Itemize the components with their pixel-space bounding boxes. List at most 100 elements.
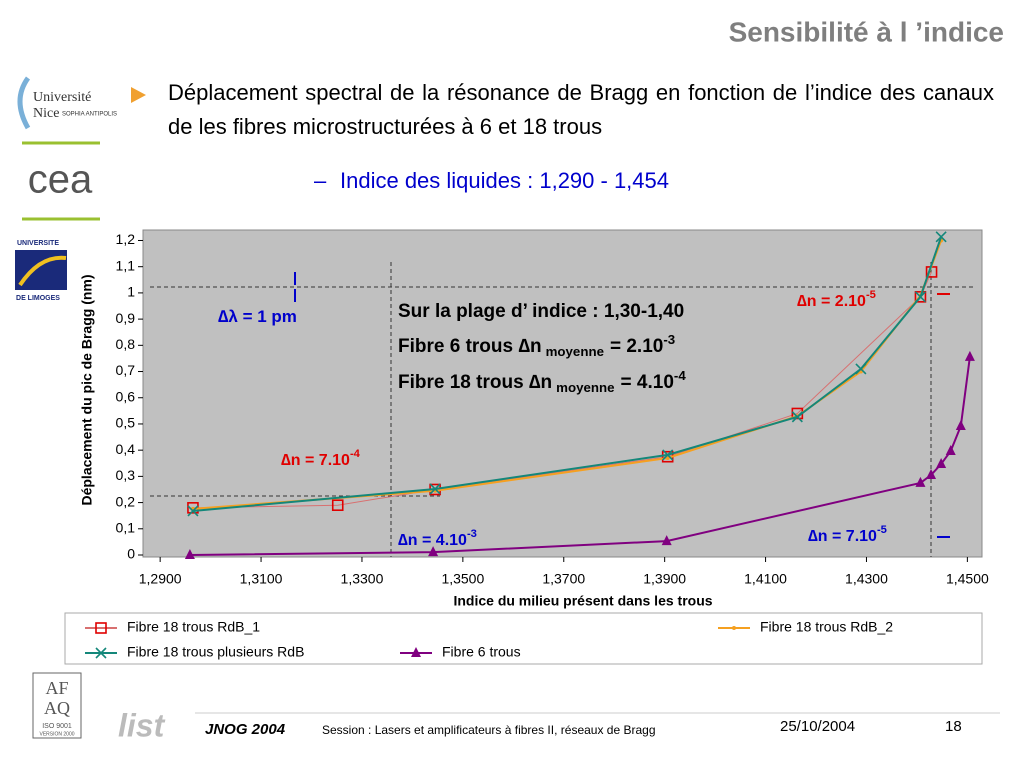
annotation-sup: -5 (866, 289, 876, 301)
marker (661, 535, 672, 546)
marker (936, 458, 947, 469)
y-tick-label: 1,1 (116, 257, 136, 273)
logo-shape (18, 255, 67, 287)
marker (935, 231, 947, 243)
logo-shape (17, 76, 31, 130)
marker (187, 505, 199, 517)
annotation-text: Sur la plage d’ indice : 1,30-1,40 (398, 301, 684, 322)
x-tick-label: 1,3100 (240, 571, 283, 587)
marker (791, 411, 803, 423)
footer-event: JNOG 2004 (205, 721, 286, 738)
logo-text: ISO 9001 (42, 723, 72, 730)
annotation-text: Fibre 6 trous ∆n (398, 336, 542, 357)
annotation-sup: -3 (663, 332, 675, 347)
annotation: Fibre 6 trous ∆n moyenne = 2.10-3 (398, 332, 675, 359)
x-tick-label: 1,2900 (139, 571, 182, 587)
logo-text: UNIVERSITE (17, 240, 59, 247)
marker (955, 420, 966, 431)
annotation-text: = 2.10 (610, 336, 663, 357)
logo-text: Université (33, 90, 91, 105)
bullet-text: Déplacement spectral de la résonance de … (168, 80, 994, 139)
y-tick-label: 0,4 (116, 441, 136, 457)
annotation-text: ∆n = 7.10 (281, 452, 350, 469)
y-tick-label: 0,8 (116, 336, 136, 352)
marker (184, 549, 195, 559)
logo-shape (32, 672, 82, 739)
marker (855, 363, 867, 375)
y-tick-label: 0 (127, 546, 135, 562)
sub-bullet-dash: – (314, 168, 327, 193)
annotation-sup: -5 (877, 524, 887, 536)
legend-marker (411, 647, 421, 657)
legend-symbol (411, 647, 421, 657)
y-tick-label: 0,2 (116, 493, 136, 509)
annotation-sup: -4 (674, 368, 686, 383)
legend-marker (95, 647, 107, 659)
logo-text: VERSION 2000 (39, 731, 74, 737)
y-axis-title: Déplacement du pic de Bragg (nm) (79, 274, 95, 505)
annotation: Fibre 18 trous ∆n moyenne = 4.10-4 (398, 368, 686, 395)
annotation-text: = 4.10 (621, 372, 674, 393)
footer-session: Session : Lasers et amplificateurs à fib… (322, 723, 656, 737)
marker (915, 476, 926, 487)
legend-label: Fibre 18 trous plusieurs RdB (127, 644, 304, 660)
marker (945, 444, 956, 455)
marker (662, 449, 674, 461)
logo-text: SOPHIA ANTIPOLIS (62, 112, 117, 118)
logo-text: list (118, 707, 166, 743)
annotation-sub: moyenne (546, 344, 604, 359)
y-tick-label: 0,5 (116, 415, 136, 431)
annotation: ∆n = 2.10-5 (797, 289, 876, 310)
footer-date: 25/10/2004 (780, 718, 855, 735)
annotation: ∆n = 7.10-4 (281, 448, 361, 469)
sub-bullet: Indice des liquides : 1,290 - 1,454 (340, 168, 669, 193)
marker (964, 350, 975, 361)
marker (914, 291, 927, 303)
legend-marker (732, 626, 736, 630)
y-tick-label: 1 (127, 284, 135, 300)
y-tick-label: 0,1 (116, 519, 136, 535)
x-tick-label: 1,4500 (946, 571, 989, 587)
legend-label: Fibre 18 trous RdB_1 (127, 619, 260, 635)
marker (428, 546, 439, 557)
y-tick-label: 0,6 (116, 388, 136, 404)
annotation-text: ∆n = 7.10 (808, 528, 877, 545)
legend-symbol (95, 622, 107, 634)
marker (429, 483, 441, 495)
logo-text: AF (45, 678, 68, 698)
marker (914, 291, 927, 303)
annotation-text: Fibre 18 trous ∆n (398, 372, 552, 393)
marker (926, 469, 937, 480)
annotation-text: ∆n = 4.10 (398, 532, 467, 549)
y-tick-label: 0,3 (116, 467, 136, 483)
x-tick-label: 1,3300 (341, 571, 384, 587)
annotation: ∆λ = 1 pm (218, 307, 297, 326)
logo-text: Nice (33, 106, 59, 121)
legend-symbol (95, 647, 107, 659)
legend-marker (95, 622, 107, 634)
y-tick-label: 0,9 (116, 310, 136, 326)
annotation-sub: moyenne (556, 380, 614, 395)
legend-symbol (732, 626, 736, 630)
legend-label: Fibre 6 trous (442, 644, 521, 660)
slide-title: Sensibilité à l ’indice (729, 16, 1004, 47)
logo-text: cea (28, 158, 93, 202)
legend-box (64, 612, 983, 665)
x-tick-label: 1,4100 (744, 571, 787, 587)
marker (331, 499, 344, 512)
annotation-text: ∆λ = 1 pm (218, 307, 297, 326)
annotation-sup: -3 (467, 528, 477, 540)
x-tick-label: 1,3500 (441, 571, 484, 587)
legend-label: Fibre 18 trous RdB_2 (760, 619, 893, 635)
annotation: ∆n = 4.10-3 (398, 528, 477, 549)
bullet-arrow (131, 87, 146, 103)
marker (665, 456, 670, 461)
annotation-sup: -4 (350, 448, 361, 460)
annotation: Sur la plage d’ indice : 1,30-1,40 (398, 301, 684, 322)
logo-text: AQ (44, 698, 70, 718)
y-tick-label: 0,7 (116, 362, 136, 378)
x-tick-label: 1,3700 (542, 571, 585, 587)
annotation: ∆n = 7.10-5 (808, 524, 887, 545)
